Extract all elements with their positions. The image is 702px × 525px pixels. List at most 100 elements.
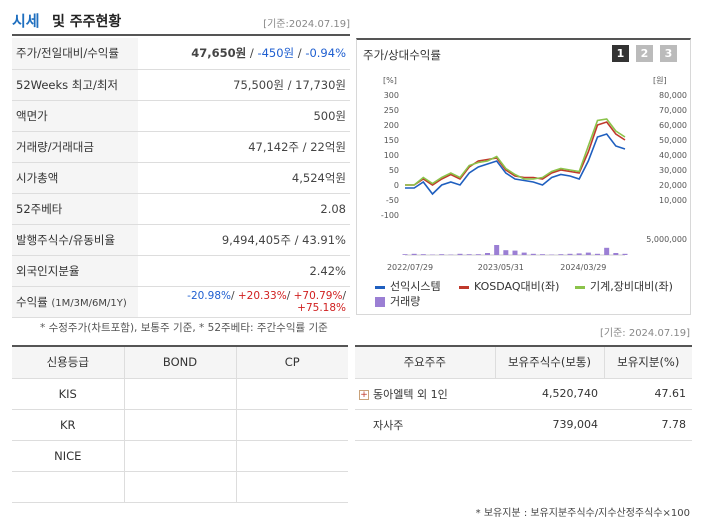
table-header-row: 신용등급 BOND CP: [12, 346, 348, 379]
series-line: [405, 133, 626, 196]
separator: /: [246, 46, 258, 61]
legend-label: 거래량: [390, 295, 421, 308]
credit-rating-table: 신용등급 BOND CP KIS KR NICE: [12, 345, 348, 503]
cp-cell: [235, 439, 348, 472]
right-tick-label: 50,000: [659, 136, 687, 145]
chart-title: 주가/상대수익률: [363, 48, 441, 62]
info-label: 액면가: [12, 100, 138, 132]
info-label: 52Weeks 최고/최저: [12, 69, 138, 101]
info-row: 발행주식수/유동비율 9,494,405주 / 43.91%: [12, 224, 350, 256]
legend-swatch: [575, 285, 585, 289]
info-value: 47,650원 / -450원 / -0.94%: [138, 38, 350, 70]
price-info-table: 주가/전일대비/수익률 47,650원 / -450원 / -0.94% 52W…: [12, 38, 350, 318]
column-header: 보유주식수(보통): [494, 346, 604, 379]
chart-tab-2[interactable]: 2: [636, 45, 653, 62]
volume-bar: [613, 253, 619, 255]
holder-name-cell: + 동아엘텍 외 1인: [355, 378, 495, 410]
bond-cell: [123, 408, 237, 441]
holders-reference-date: [기준: 2024.07.19]: [599, 328, 690, 339]
volume-bar: [411, 253, 417, 255]
left-tick-label: -50: [386, 196, 399, 205]
volume-bar: [530, 253, 536, 255]
volume-bar: [466, 254, 472, 255]
info-value: 4,524억원: [138, 162, 350, 194]
chart-tab-1[interactable]: 1: [612, 45, 629, 62]
right-tick-label: 70,000: [659, 106, 687, 115]
volume-bar: [503, 250, 509, 255]
info-row: 시가총액 4,524억원: [12, 162, 350, 194]
info-value: 2.42%: [138, 255, 350, 287]
holder-name: 자사주: [373, 418, 404, 432]
legend-label: KOSDAQ대비(좌): [474, 280, 560, 293]
table-row: [12, 470, 348, 503]
info-label: 발행주식수/유동비율: [12, 224, 138, 256]
volume-bar: [494, 245, 500, 255]
cp-cell: [235, 470, 348, 503]
left-tick-label: 50: [389, 166, 399, 175]
column-header: 신용등급: [12, 346, 125, 379]
reference-date: [기준:2024.07.19]: [263, 19, 350, 30]
legend-label: 기계,장비대비(좌): [590, 280, 673, 293]
bond-cell: [123, 470, 237, 503]
series-line: [405, 121, 626, 186]
legend-item: 기계,장비대비(좌): [575, 278, 673, 294]
holder-name-cell: 자사주: [355, 409, 495, 441]
volume-bar: [457, 253, 463, 255]
info-value: 9,494,405주 / 43.91%: [138, 224, 350, 256]
column-header: 보유지분(%): [603, 346, 692, 379]
volume-bar: [558, 254, 564, 255]
right-tick-label: 10,000: [659, 196, 687, 205]
holder-name[interactable]: 동아엘텍 외 1인: [373, 387, 448, 401]
volume-bar: [540, 254, 545, 255]
bond-cell: [123, 377, 237, 410]
series-line: [405, 118, 626, 186]
info-row: 액면가 500원: [12, 100, 350, 132]
legend-item: 선익시스템: [375, 278, 441, 294]
separator: /: [286, 289, 294, 302]
price-chart: [%] [원] 300 250 200 150 100 50 0 -50 -100 80,000 70,…: [381, 76, 687, 272]
x-tick-label: 2024/03/29: [560, 263, 606, 272]
chart-tab-3[interactable]: 3: [660, 45, 677, 62]
table-row: 자사주 739,004 7.78: [355, 409, 692, 441]
right-tick-label: 30,000: [659, 166, 687, 175]
current-price: 47,650원: [191, 46, 247, 61]
empty-cell: [355, 440, 495, 502]
legend-label: 선익시스템: [390, 280, 441, 293]
table-row: KIS: [12, 377, 348, 410]
holder-pct: 47.61: [604, 378, 692, 410]
volume-bar: [512, 250, 518, 255]
volume-bar: [622, 253, 628, 255]
info-value: 2.08: [138, 193, 350, 225]
empty-cell: [604, 440, 692, 502]
x-tick-label: 2023/05/31: [478, 263, 524, 272]
right-tick-label: 40,000: [659, 151, 687, 160]
column-header: BOND: [123, 346, 237, 379]
info-label: 외국인지분율: [12, 255, 138, 287]
return-3m: +20.33%: [237, 289, 287, 302]
x-tick-label: 2022/07/29: [387, 263, 433, 272]
info-row: 거래량/거래대금 47,142주 / 22억원: [12, 131, 350, 163]
price-change-rate: -0.94%: [305, 46, 346, 61]
column-header: 주요주주: [355, 346, 495, 379]
return-period-label: (1M/3M/6M/1Y): [51, 297, 127, 309]
section-title-main: 시세: [12, 12, 40, 30]
agency-cell: NICE: [12, 439, 125, 472]
price-change: -450원: [257, 46, 295, 61]
return-1m: -20.98%: [187, 289, 231, 302]
table-row: KR: [12, 408, 348, 441]
section-title-sub: 및 주주현황: [52, 14, 122, 30]
volume-bar: [585, 252, 591, 255]
volume-bar: [576, 253, 582, 255]
expand-plus-icon[interactable]: +: [359, 389, 369, 400]
section-header: 시세 및 주주현황 [기준:2024.07.19]: [12, 6, 350, 36]
info-row: 수익률 (1M/3M/6M/1Y) -20.98%/ +20.33%/ +70.…: [12, 286, 350, 318]
agency-cell: KR: [12, 408, 125, 441]
info-row: 52Weeks 최고/최저 75,500원 / 17,730원: [12, 69, 350, 101]
table-row: NICE: [12, 439, 348, 472]
legend-swatch: [375, 285, 385, 289]
holder-shares: 4,520,740: [495, 378, 604, 410]
info-row: 외국인지분율 2.42%: [12, 255, 350, 287]
info-row: 52주베타 2.08: [12, 193, 350, 225]
cp-cell: [235, 408, 348, 441]
price-chart-panel: 주가/상대수익률 1 2 3 [%] [원] 300 250 200 150 100 50 0 -…: [356, 38, 691, 315]
